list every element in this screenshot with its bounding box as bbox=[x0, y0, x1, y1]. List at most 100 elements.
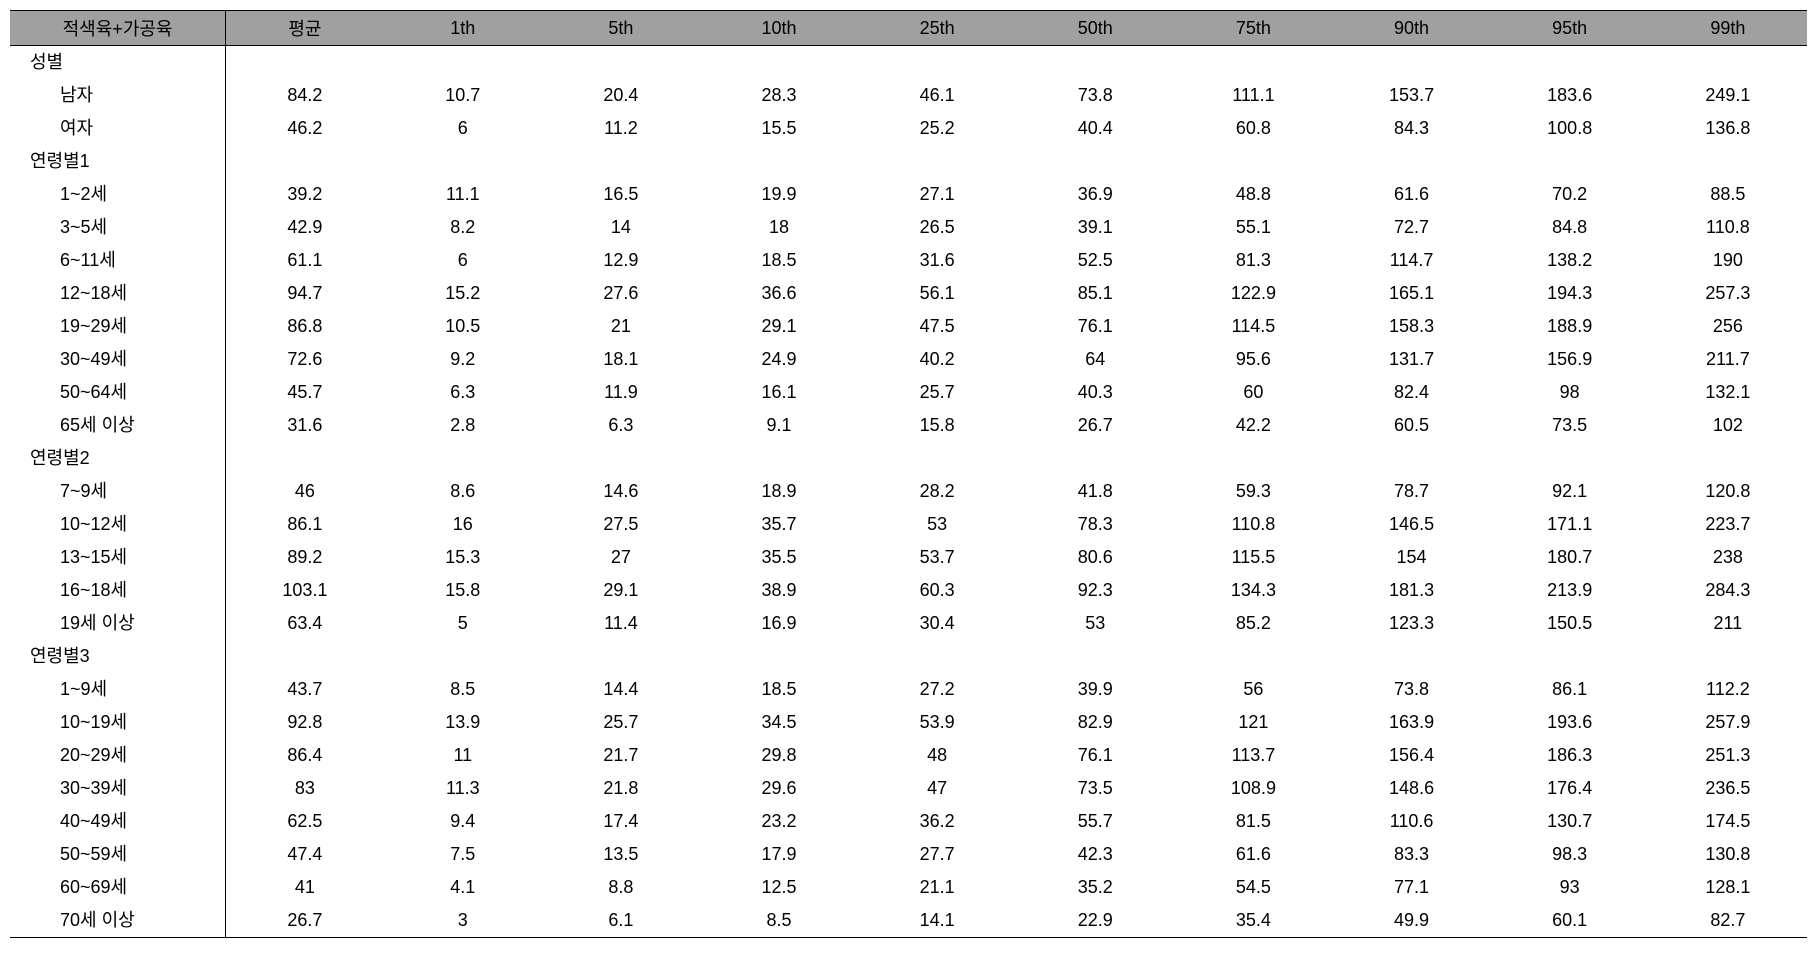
section-title: 성별 bbox=[10, 46, 226, 80]
section-header-row: 연령별1 bbox=[10, 145, 1807, 178]
empty-cell bbox=[1649, 640, 1807, 673]
table-row: 40~49세62.59.417.423.236.255.781.5110.613… bbox=[10, 805, 1807, 838]
data-cell: 18.5 bbox=[700, 673, 858, 706]
data-cell: 70.2 bbox=[1491, 178, 1649, 211]
data-cell: 13.9 bbox=[384, 706, 542, 739]
data-cell: 39.9 bbox=[1016, 673, 1174, 706]
data-cell: 8.5 bbox=[700, 904, 858, 938]
data-cell: 211.7 bbox=[1649, 343, 1807, 376]
row-label: 65세 이상 bbox=[10, 409, 226, 442]
data-cell: 45.7 bbox=[226, 376, 384, 409]
data-cell: 53.9 bbox=[858, 706, 1016, 739]
data-cell: 158.3 bbox=[1333, 310, 1491, 343]
data-cell: 256 bbox=[1649, 310, 1807, 343]
table-row: 50~64세45.76.311.916.125.740.36082.498132… bbox=[10, 376, 1807, 409]
empty-cell bbox=[542, 145, 700, 178]
data-cell: 16.1 bbox=[700, 376, 858, 409]
row-label: 50~64세 bbox=[10, 376, 226, 409]
data-cell: 193.6 bbox=[1491, 706, 1649, 739]
data-cell: 35.2 bbox=[1016, 871, 1174, 904]
header-p75: 75th bbox=[1174, 11, 1332, 46]
data-cell: 23.2 bbox=[700, 805, 858, 838]
empty-cell bbox=[1174, 640, 1332, 673]
table-row: 7~9세468.614.618.928.241.859.378.792.1120… bbox=[10, 475, 1807, 508]
table-row: 19세 이상63.4511.416.930.45385.2123.3150.52… bbox=[10, 607, 1807, 640]
data-cell: 49.9 bbox=[1333, 904, 1491, 938]
data-cell: 73.5 bbox=[1016, 772, 1174, 805]
header-label: 적색육+가공육 bbox=[10, 11, 226, 46]
data-cell: 115.5 bbox=[1174, 541, 1332, 574]
data-cell: 86.8 bbox=[226, 310, 384, 343]
empty-cell bbox=[1016, 46, 1174, 80]
empty-cell bbox=[1649, 442, 1807, 475]
data-cell: 41.8 bbox=[1016, 475, 1174, 508]
data-cell: 26.7 bbox=[1016, 409, 1174, 442]
table-row: 30~49세72.69.218.124.940.26495.6131.7156.… bbox=[10, 343, 1807, 376]
header-p95: 95th bbox=[1491, 11, 1649, 46]
data-cell: 176.4 bbox=[1491, 772, 1649, 805]
empty-cell bbox=[542, 442, 700, 475]
header-p1: 1th bbox=[384, 11, 542, 46]
table-row: 6~11세61.1612.918.531.652.581.3114.7138.2… bbox=[10, 244, 1807, 277]
header-row: 적색육+가공육 평균 1th 5th 10th 25th 50th 75th 9… bbox=[10, 11, 1807, 46]
section-title: 연령별3 bbox=[10, 640, 226, 673]
data-cell: 148.6 bbox=[1333, 772, 1491, 805]
data-cell: 251.3 bbox=[1649, 739, 1807, 772]
data-cell: 20.4 bbox=[542, 79, 700, 112]
data-cell: 190 bbox=[1649, 244, 1807, 277]
data-cell: 53 bbox=[1016, 607, 1174, 640]
data-cell: 84.3 bbox=[1333, 112, 1491, 145]
data-cell: 84.8 bbox=[1491, 211, 1649, 244]
data-cell: 9.2 bbox=[384, 343, 542, 376]
data-cell: 110.8 bbox=[1649, 211, 1807, 244]
empty-cell bbox=[226, 145, 384, 178]
data-cell: 38.9 bbox=[700, 574, 858, 607]
data-cell: 39.1 bbox=[1016, 211, 1174, 244]
data-cell: 27.6 bbox=[542, 277, 700, 310]
row-label: 19세 이상 bbox=[10, 607, 226, 640]
data-cell: 82.9 bbox=[1016, 706, 1174, 739]
data-cell: 284.3 bbox=[1649, 574, 1807, 607]
data-cell: 14.4 bbox=[542, 673, 700, 706]
row-label: 20~29세 bbox=[10, 739, 226, 772]
data-cell: 29.8 bbox=[700, 739, 858, 772]
row-label: 30~39세 bbox=[10, 772, 226, 805]
data-cell: 11.2 bbox=[542, 112, 700, 145]
data-cell: 42.2 bbox=[1174, 409, 1332, 442]
empty-cell bbox=[384, 640, 542, 673]
data-cell: 76.1 bbox=[1016, 310, 1174, 343]
row-label: 12~18세 bbox=[10, 277, 226, 310]
data-cell: 93 bbox=[1491, 871, 1649, 904]
empty-cell bbox=[1174, 145, 1332, 178]
data-cell: 35.4 bbox=[1174, 904, 1332, 938]
data-cell: 46 bbox=[226, 475, 384, 508]
data-cell: 16 bbox=[384, 508, 542, 541]
data-cell: 17.9 bbox=[700, 838, 858, 871]
empty-cell bbox=[858, 640, 1016, 673]
data-cell: 30.4 bbox=[858, 607, 1016, 640]
data-cell: 14.6 bbox=[542, 475, 700, 508]
data-cell: 6.3 bbox=[542, 409, 700, 442]
row-label: 60~69세 bbox=[10, 871, 226, 904]
data-cell: 28.3 bbox=[700, 79, 858, 112]
data-cell: 46.1 bbox=[858, 79, 1016, 112]
data-cell: 42.3 bbox=[1016, 838, 1174, 871]
table-row: 10~12세86.11627.535.75378.3110.8146.5171.… bbox=[10, 508, 1807, 541]
table-row: 여자46.2611.215.525.240.460.884.3100.8136.… bbox=[10, 112, 1807, 145]
data-cell: 15.8 bbox=[858, 409, 1016, 442]
data-cell: 154 bbox=[1333, 541, 1491, 574]
data-cell: 60.3 bbox=[858, 574, 1016, 607]
data-cell: 28.2 bbox=[858, 475, 1016, 508]
data-cell: 2.8 bbox=[384, 409, 542, 442]
data-cell: 6 bbox=[384, 244, 542, 277]
empty-cell bbox=[1174, 442, 1332, 475]
data-cell: 21.8 bbox=[542, 772, 700, 805]
data-cell: 27.1 bbox=[858, 178, 1016, 211]
data-cell: 60.1 bbox=[1491, 904, 1649, 938]
empty-cell bbox=[1016, 442, 1174, 475]
data-cell: 6.1 bbox=[542, 904, 700, 938]
data-cell: 13.5 bbox=[542, 838, 700, 871]
empty-cell bbox=[226, 640, 384, 673]
empty-cell bbox=[700, 46, 858, 80]
data-cell: 128.1 bbox=[1649, 871, 1807, 904]
